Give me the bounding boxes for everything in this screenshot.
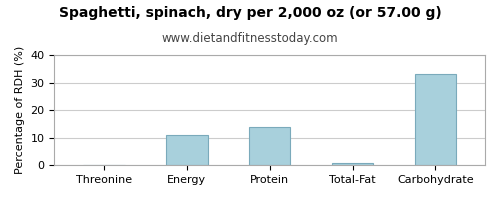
Y-axis label: Percentage of RDH (%): Percentage of RDH (%) (15, 46, 25, 174)
Text: Spaghetti, spinach, dry per 2,000 oz (or 57.00 g): Spaghetti, spinach, dry per 2,000 oz (or… (58, 6, 442, 20)
Text: www.dietandfitnesstoday.com: www.dietandfitnesstoday.com (162, 32, 338, 45)
Bar (332, 163, 373, 165)
Bar (249, 127, 290, 165)
Bar (414, 74, 456, 165)
Bar (166, 135, 207, 165)
